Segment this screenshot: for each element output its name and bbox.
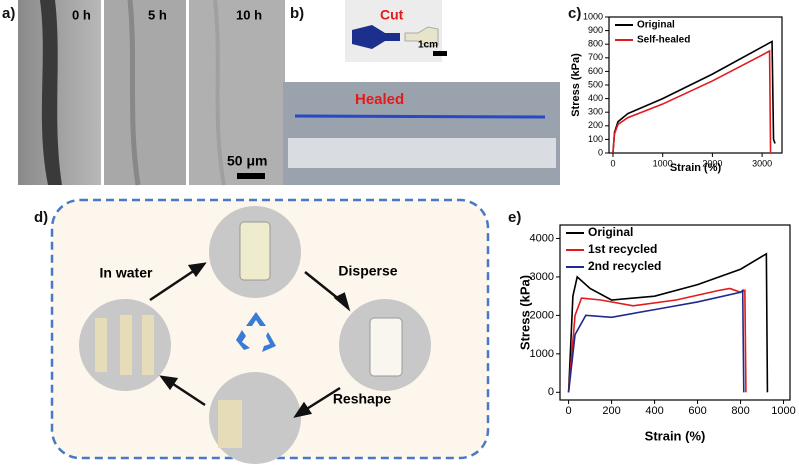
step-label: In water [100,265,153,281]
vial [239,221,271,281]
x-tick-label: 400 [645,405,663,417]
crack [127,0,141,186]
x-tick-label: 1000 [771,405,795,417]
y-tick-label: 600 [588,66,603,76]
panel-label: c) [568,5,581,22]
x-tick-label: 3000 [752,158,772,168]
y-tick-label: 300 [588,107,603,117]
vial [369,317,403,377]
y-tick-label: 200 [588,120,603,130]
time-label: 10 h [236,7,262,22]
arrows [149,262,351,418]
series-line [567,287,747,393]
sample [218,400,242,448]
y-tick-label: 4000 [530,232,554,244]
series-line [612,49,772,154]
micrograph [18,0,101,185]
panel-label: b) [290,5,304,22]
y-tick-label: 500 [588,79,603,89]
sample [95,318,107,372]
y-axis-label: Stress (kPa) [570,53,582,117]
x-tick-label: 0 [566,405,572,417]
scale-bar [433,51,447,56]
series-line [567,288,745,393]
y-tick-label: 1000 [530,348,554,360]
legend-label: Original [637,20,675,31]
scale-bar [237,173,265,179]
legend-label: 1st recycled [588,242,657,256]
legend-label: 2nd recycled [588,259,661,273]
x-tick-label: 2000 [702,158,722,168]
cut-label: Cut [380,7,404,23]
plot-frame [559,224,791,401]
x-tick-label: 600 [688,405,706,417]
crack [40,0,62,185]
x-tick-label: 800 [731,405,749,417]
x-tick-label: 200 [602,405,620,417]
scale-label: 50 μm [227,153,267,169]
sample-cut [352,25,400,49]
time-label: 0 h [72,7,91,22]
ruler [288,138,556,168]
x-axis-label: Strain (%) [645,428,706,443]
y-tick-label: 3000 [530,271,554,283]
stretched-sample [294,114,546,119]
y-tick-label: 2000 [530,309,554,321]
series-line [567,252,769,393]
micrograph [104,0,186,185]
plot-frame [608,16,783,154]
sample [120,315,132,375]
y-tick-label: 0 [548,386,554,398]
panel-label: e) [508,209,521,226]
time-label: 5 h [148,7,167,22]
x-tick-label: 0 [610,158,615,168]
y-tick-label: 900 [588,25,603,35]
photo [283,82,560,185]
x-tick-label: 1000 [653,158,673,168]
recycle-icon [236,312,276,352]
y-tick-label: 100 [588,134,603,144]
y-tick-label: 400 [588,93,603,103]
sample-cut [404,26,439,48]
sample [142,315,154,375]
crack [213,0,226,186]
y-tick-label: 0 [598,147,603,157]
y-tick-label: 800 [588,39,603,49]
legend-label: Original [588,225,633,239]
panel-label: d) [34,209,48,226]
legend-label: Self-healed [637,35,690,46]
micrograph [189,0,285,185]
y-axis-label: Stress (kPa) [517,275,532,350]
healed-label: Healed [355,91,404,108]
y-tick-label: 700 [588,52,603,62]
y-tick-label: 1000 [583,11,603,21]
step-label: Reshape [333,391,392,407]
panel-label: a) [2,5,15,22]
step-label: Disperse [338,263,397,279]
scale-label: 1cm [418,40,438,51]
series-line [612,40,776,154]
x-axis-label: Strain (%) [670,162,722,174]
